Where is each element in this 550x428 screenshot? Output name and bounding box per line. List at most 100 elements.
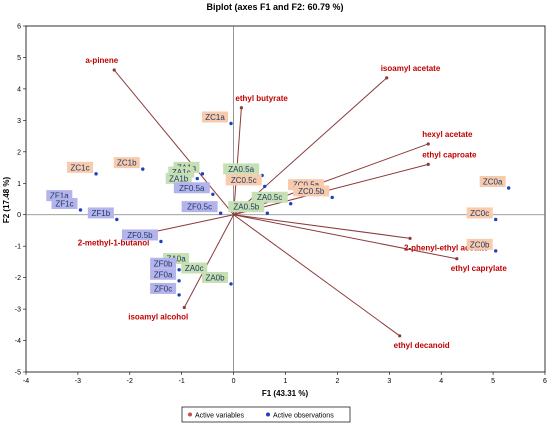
variable-vector	[183, 214, 235, 308]
observation-label: ZC1a	[205, 113, 225, 122]
y-tick-label: -2	[15, 275, 21, 282]
observation-point	[493, 249, 498, 253]
variable-point	[426, 142, 430, 146]
observation-label-bg	[202, 111, 229, 123]
observation-label: ZA1b	[169, 174, 189, 183]
variable-label: isoamyl acetate	[381, 64, 441, 73]
observation-label: ZC0b	[470, 240, 490, 249]
observation-label: ZF1c	[55, 200, 73, 209]
variable-label: ethyl butyrate	[235, 94, 288, 103]
variable-vector	[113, 69, 234, 216]
variable-point	[182, 305, 186, 310]
variable-label: ethyl decanoid	[394, 341, 450, 350]
observation-label: ZA1c	[172, 168, 191, 177]
observation-point	[218, 211, 223, 215]
observation-label-bg	[165, 172, 192, 184]
observation-label-bg	[87, 207, 114, 219]
y-tick-label: 3	[17, 118, 21, 125]
x-tick-label: 5	[491, 378, 495, 385]
observation-label: ZF0c	[154, 284, 172, 293]
observation-label-bg	[181, 262, 208, 274]
observation-point	[493, 217, 498, 222]
y-tick-label: 0	[17, 212, 21, 219]
observation-label-bg	[150, 282, 177, 294]
observation-point	[195, 176, 199, 181]
variable-point	[455, 257, 459, 261]
variable-label: ethyl caproate	[422, 150, 477, 159]
variable-label: isoamyl alcohol	[128, 313, 188, 322]
y-tick-label: -1	[15, 244, 21, 251]
observation-point	[177, 279, 181, 283]
variable-label: ethyl caprylate	[451, 264, 508, 273]
observation-label: ZC1c	[71, 163, 90, 172]
observation-label: ZA0.5a	[228, 165, 254, 174]
variable-point	[398, 334, 402, 338]
observations-layer: ZC1aZC1bZC1cZA1aZA1cZA1bZF1aZF1cZF1bZA0.…	[46, 111, 511, 297]
legend-marker	[188, 412, 192, 417]
observation-label: ZC1b	[117, 159, 137, 168]
observation-label: ZF0.5b	[127, 231, 153, 240]
variable-label: 2-methyl-1-butanol	[78, 239, 150, 248]
observation-label: ZA0c	[185, 264, 204, 273]
observation-point	[263, 184, 267, 189]
observation-label: ZF1a	[50, 192, 69, 201]
observation-point	[159, 239, 163, 244]
x-tick-label: 0	[232, 378, 236, 385]
observation-point	[177, 268, 181, 272]
observation-label-bg	[466, 207, 493, 219]
variable-point	[239, 106, 243, 110]
observation-label: ZA0a	[167, 255, 187, 264]
variable-label: a-pinene	[85, 56, 118, 65]
y-axis-title: F2 (17.48 %)	[2, 177, 11, 224]
observation-label: ZC0.5c	[231, 176, 257, 185]
y-tick-label: 6	[17, 24, 21, 31]
y-tick-label: 5	[17, 55, 21, 62]
x-tick-label: -2	[127, 378, 133, 385]
chart-title: Biplot (axes F1 and F2: 60.79 %)	[206, 2, 343, 12]
observation-label: ZC0c	[470, 209, 489, 218]
observation-point	[211, 192, 215, 196]
variable-vector	[233, 163, 429, 216]
x-tick-label: 4	[439, 378, 443, 385]
observation-label: ZA0.5c	[257, 193, 282, 202]
observation-point	[506, 186, 511, 190]
observation-label: ZF1b	[91, 209, 110, 218]
observation-point	[94, 172, 98, 176]
observation-label-bg	[251, 191, 288, 203]
observation-label-bg	[67, 161, 94, 173]
legend-label: Active variables	[195, 413, 245, 420]
y-tick-label: 1	[17, 181, 21, 188]
x-tick-label: 6	[543, 378, 547, 385]
y-tick-label: -3	[15, 307, 21, 314]
variable-point	[426, 162, 430, 166]
x-tick-label: -3	[75, 378, 81, 385]
variable-vector	[145, 214, 234, 235]
x-tick-label: 3	[387, 378, 391, 385]
observation-label-bg	[173, 182, 210, 194]
y-tick-label: 2	[17, 149, 21, 156]
observation-label-bg	[223, 163, 260, 175]
observation-point	[229, 282, 233, 286]
variable-vector	[233, 214, 400, 337]
variable-vector	[233, 214, 457, 260]
observation-label: ZF0a	[154, 270, 173, 279]
observation-point	[141, 167, 145, 171]
observation-label-bg	[121, 229, 158, 241]
variable-point	[408, 236, 412, 240]
observation-point	[265, 211, 270, 215]
x-tick-label: -4	[23, 378, 29, 385]
observation-label: ZC0.5b	[298, 187, 325, 196]
observation-label-bg	[225, 174, 262, 186]
observation-label-bg	[168, 166, 195, 178]
variable-vector	[233, 214, 411, 239]
observation-label-bg	[113, 157, 140, 169]
y-tick-label: 4	[17, 86, 21, 93]
variable-label: hexyl acetate	[422, 130, 473, 139]
observation-label: ZC0a	[483, 177, 503, 186]
observation-label-bg	[46, 190, 73, 202]
variable-label: 2-phenyl-ethyl acetate	[404, 243, 489, 252]
observation-point	[229, 121, 233, 126]
variable-vector	[233, 143, 429, 216]
